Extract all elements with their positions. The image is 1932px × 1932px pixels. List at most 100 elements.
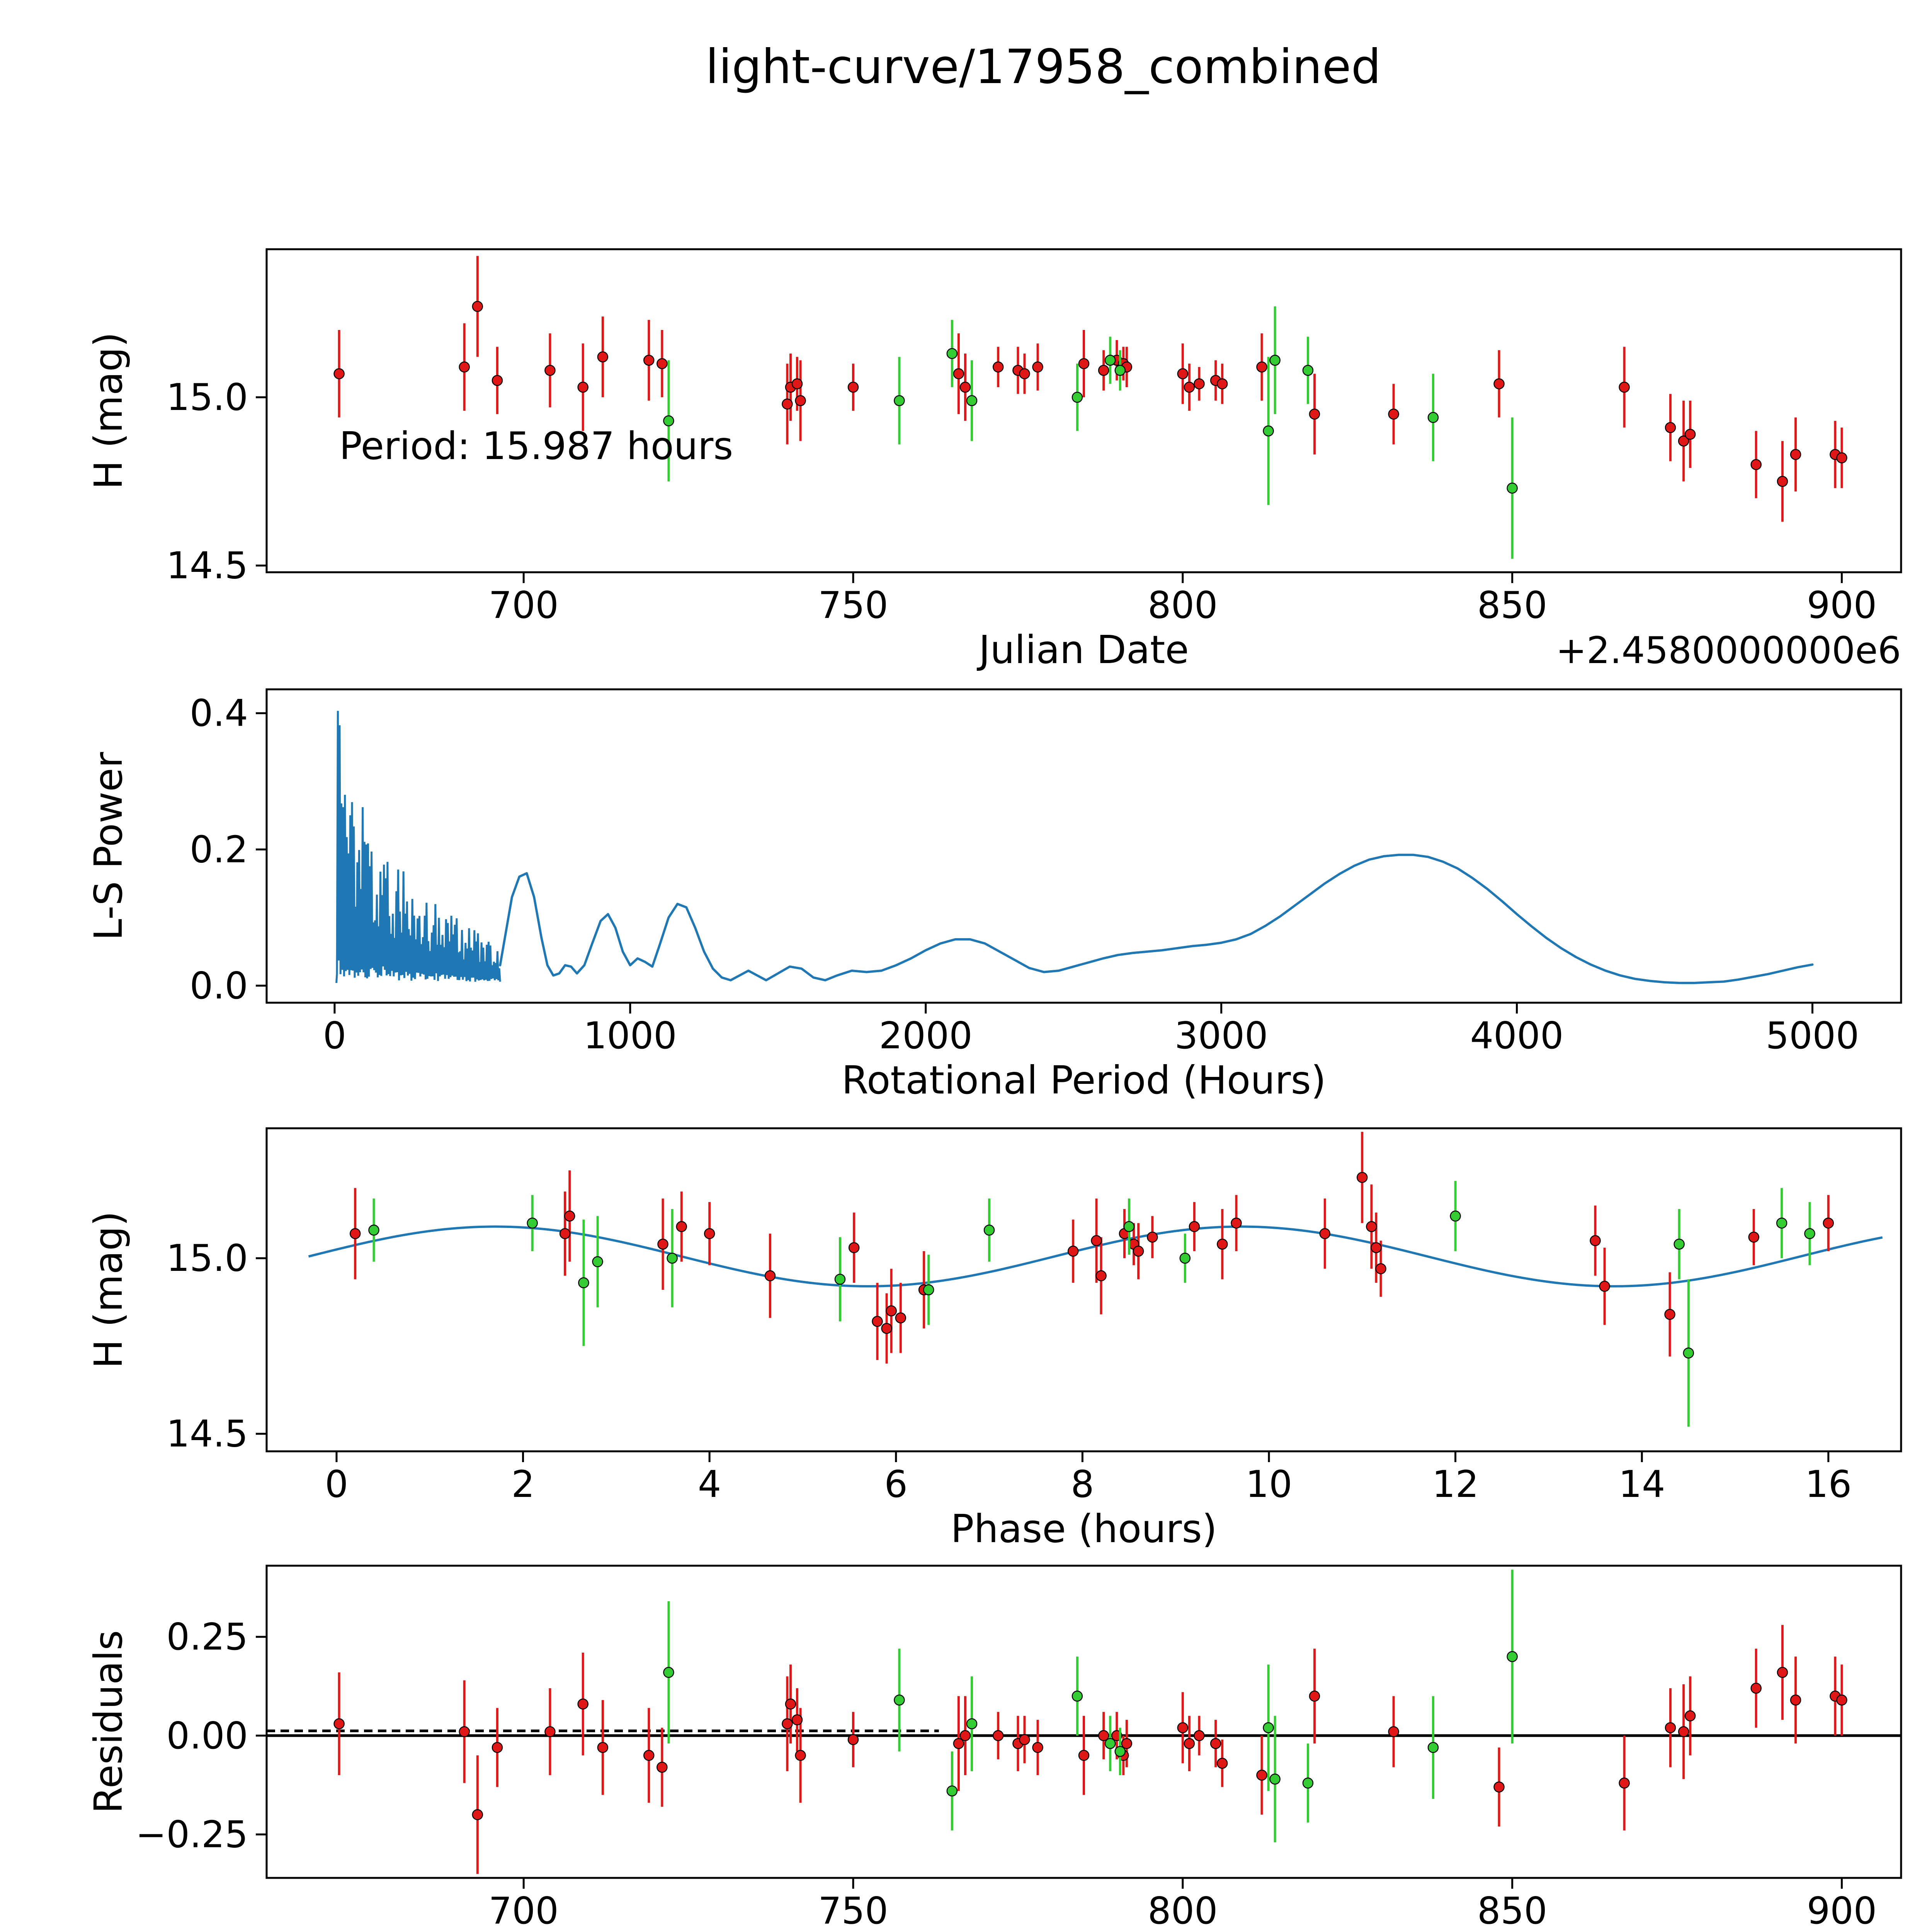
panel-3: 0 2 4 6 8 10 12 14 16 14.5 15.0 <box>166 1127 1902 1506</box>
red-points-marker <box>643 355 655 366</box>
green-points-marker <box>1450 1210 1461 1222</box>
red-points-marker <box>1750 459 1762 470</box>
y-tick-label: 15.0 <box>166 1237 248 1280</box>
red-points-marker <box>597 351 609 362</box>
green-points-marker <box>592 1256 603 1267</box>
panel3-xlabel: Phase (hours) <box>951 1506 1217 1551</box>
periodogram-curve <box>499 854 1814 984</box>
red-points-marker <box>785 1698 796 1710</box>
green-points-marker <box>1269 1774 1281 1785</box>
red-points-marker <box>656 358 668 369</box>
x-tick-label: 2000 <box>879 1015 973 1057</box>
red-points-marker <box>1678 1726 1689 1737</box>
red-points-marker <box>872 1316 883 1327</box>
red-points-marker <box>1256 1769 1267 1781</box>
x-tick-label: 1000 <box>583 1015 677 1057</box>
red-points-marker <box>1619 381 1630 393</box>
x-tick-label: 0 <box>325 1463 348 1506</box>
red-points-marker <box>1777 1667 1788 1678</box>
red-points-marker <box>1836 1694 1847 1706</box>
axes-frame <box>265 688 1902 1004</box>
green-points-marker <box>1507 1651 1518 1662</box>
red-points-group <box>333 256 1847 522</box>
red-points-marker <box>1133 1245 1144 1257</box>
x-tick-label: 8 <box>1071 1463 1094 1506</box>
red-points-marker <box>1366 1221 1377 1232</box>
red-points-marker <box>1098 1730 1109 1742</box>
green-points-marker <box>946 1785 958 1797</box>
x-tick-label: 10 <box>1246 1463 1293 1506</box>
red-points-marker <box>1194 378 1205 389</box>
red-points-marker <box>459 361 470 373</box>
red-points-marker <box>1078 358 1090 369</box>
y-tick-label: 14.5 <box>166 1413 248 1456</box>
red-points-marker <box>1121 1738 1133 1749</box>
red-points-marker <box>1678 435 1689 447</box>
red-points-marker <box>1216 378 1228 389</box>
red-points-marker <box>577 381 588 393</box>
red-points-marker <box>1309 408 1320 420</box>
green-points-group <box>663 1570 1518 1842</box>
red-points-marker <box>953 1738 964 1749</box>
x-tick-label: 16 <box>1805 1463 1852 1506</box>
red-points-marker <box>1210 1738 1221 1749</box>
red-points-marker <box>993 361 1004 373</box>
x-tick-label: 900 <box>1807 584 1877 627</box>
red-points-marker <box>993 1730 1004 1742</box>
green-points-marker <box>1114 365 1126 376</box>
green-points-marker <box>1507 483 1518 494</box>
red-points-marker <box>1032 1742 1043 1753</box>
x-tick-label: 5000 <box>1766 1015 1859 1057</box>
red-points-marker <box>1217 1238 1228 1250</box>
red-points-marker <box>782 1718 793 1730</box>
x-tick-label: 0 <box>323 1015 346 1057</box>
panel1-x-offset: +2.4580000000e6 <box>1556 629 1901 672</box>
green-points-marker <box>966 1718 978 1730</box>
green-points-marker <box>1302 1777 1314 1789</box>
axes-frame <box>265 248 1902 573</box>
red-points-marker <box>1147 1231 1158 1243</box>
green-points-marker <box>1071 1690 1083 1702</box>
red-points-marker <box>1684 1710 1696 1721</box>
y-tick-label: 0.4 <box>190 692 248 735</box>
red-points-marker <box>959 381 971 393</box>
green-points-group <box>368 1181 1815 1427</box>
red-points-marker <box>795 395 806 406</box>
red-points-marker <box>657 1238 668 1250</box>
red-points-marker <box>1309 1690 1320 1702</box>
red-points-marker <box>1619 1777 1630 1789</box>
red-points-marker <box>1184 1738 1195 1749</box>
red-points-marker <box>1748 1231 1759 1243</box>
green-points-marker <box>966 395 978 406</box>
red-points-marker <box>1189 1221 1200 1232</box>
periodogram-noise <box>335 711 501 983</box>
y-tick-label: −0.25 <box>136 1813 248 1856</box>
red-points-marker <box>1184 381 1195 393</box>
x-tick-label: 4 <box>698 1463 721 1506</box>
x-tick-label: 4000 <box>1470 1015 1564 1057</box>
green-points-marker <box>1179 1252 1191 1264</box>
green-points-marker <box>983 1225 995 1236</box>
green-points-marker <box>1104 1738 1116 1749</box>
axes-frame <box>265 1127 1902 1452</box>
red-points-marker <box>1750 1682 1762 1694</box>
panel-2: 0 1000 2000 3000 4000 5000 0.0 0.2 0.4 <box>190 688 1902 1057</box>
panel4-ylabel: Residuals <box>86 1630 131 1813</box>
green-points-marker <box>923 1284 934 1296</box>
red-points-marker <box>1177 368 1189 379</box>
red-points-marker <box>847 1734 859 1745</box>
red-points-marker <box>1032 361 1043 373</box>
panel2-xlabel: Rotational Period (Hours) <box>842 1058 1326 1103</box>
green-points-marker <box>1673 1238 1685 1250</box>
red-points-marker <box>1388 408 1399 420</box>
red-points-marker <box>544 1726 556 1737</box>
green-points-marker <box>527 1218 538 1229</box>
red-points-marker <box>459 1726 470 1737</box>
red-points-marker <box>953 368 964 379</box>
red-points-marker <box>492 375 503 386</box>
green-points-marker <box>663 415 674 427</box>
red-points-marker <box>791 1714 803 1726</box>
x-tick-label: 800 <box>1148 584 1218 627</box>
y-tick-label: 0.25 <box>166 1616 248 1658</box>
x-tick-label: 12 <box>1432 1463 1479 1506</box>
